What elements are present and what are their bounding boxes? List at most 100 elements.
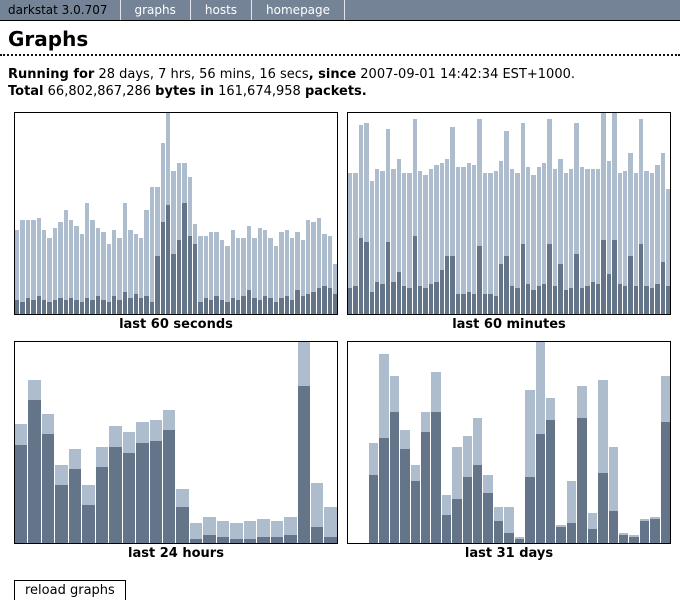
bar [109,342,122,543]
nav-item-hosts[interactable]: hosts [191,0,253,20]
bar [369,113,374,314]
bar [606,113,612,314]
nav-item-homepage[interactable]: homepage [252,0,346,20]
bar [348,342,357,543]
bar [509,113,515,314]
bar [649,113,655,314]
bar [577,342,587,543]
chart-last-60-minutes: last 60 minutes [347,112,671,341]
bar [295,113,300,314]
charts-grid: last 60 seconds last 60 minutes last 24 … [14,112,671,570]
bar [385,113,391,314]
bar [31,113,36,314]
running-label: Running for [8,67,95,82]
bar [55,342,68,543]
bar [79,113,85,314]
bar [133,113,138,314]
nav-link-hosts[interactable]: hosts [204,3,238,17]
bar [176,113,182,314]
bar [660,342,670,543]
bar [488,113,493,314]
bar [252,113,257,314]
bar [230,342,243,543]
bar [216,342,230,543]
bar [423,113,428,314]
bar [144,113,149,314]
app-title: darkstat 3.0.707 [0,0,121,20]
bar [311,113,316,314]
bar [434,113,439,314]
page-title: Graphs [0,27,680,56]
bar [542,113,547,314]
graph-last-60-seconds [14,112,338,315]
bar [171,113,176,314]
nav-item-graphs[interactable]: graphs [121,0,191,20]
graph-last-31-days [347,341,671,544]
bar [284,113,289,314]
bar [439,113,445,314]
bar [493,113,498,314]
bar [595,113,601,314]
bar [262,113,268,314]
bar [198,113,203,314]
bar [483,342,493,543]
bar [552,113,558,314]
bar [358,342,367,543]
bar [655,113,660,314]
bytes-in-label: bytes in [155,84,214,99]
bar [241,113,246,314]
bar [628,113,633,314]
bar [327,113,333,314]
bar [279,113,284,314]
bar [106,113,112,314]
bar [289,113,295,314]
bar [322,113,327,314]
bar [493,342,504,543]
bar [297,342,310,543]
bar [420,342,431,543]
bar [306,113,311,314]
bar [316,113,322,314]
bar [461,113,466,314]
bar [41,113,47,314]
bar [450,113,455,314]
bar [441,342,452,543]
bar [585,113,590,314]
bar [525,342,535,543]
bar [230,113,236,314]
bar [95,113,101,314]
bar [353,113,358,314]
bar [358,113,364,314]
bar [556,342,566,543]
bar [333,113,337,314]
bar [68,113,74,314]
bar [36,113,41,314]
bar [58,113,63,314]
nav-link-homepage[interactable]: homepage [266,3,331,17]
bar [203,342,216,543]
bar [587,342,598,543]
bar [410,342,420,543]
bar [41,342,55,543]
bar [660,113,666,314]
bar [162,342,176,543]
reload-graphs-button[interactable]: reload graphs [14,580,126,600]
bar [122,113,128,314]
bar [418,113,423,314]
bar [400,342,410,543]
bar [498,113,504,314]
total-packets: 161,674,958 [213,84,305,99]
since-timestamp: 2007-09-01 14:42:34 EST+1000. [356,67,575,82]
bar [268,113,273,314]
bar [504,113,509,314]
bar [122,342,136,543]
bar [391,113,396,314]
bar [273,113,279,314]
bar [189,342,203,543]
bar [569,113,574,314]
bar [535,342,546,543]
bar [187,113,192,314]
bar [149,113,155,314]
nav-link-graphs[interactable]: graphs [134,3,176,17]
running-duration: 28 days, 7 hrs, 56 mins, 16 secs [94,67,309,82]
